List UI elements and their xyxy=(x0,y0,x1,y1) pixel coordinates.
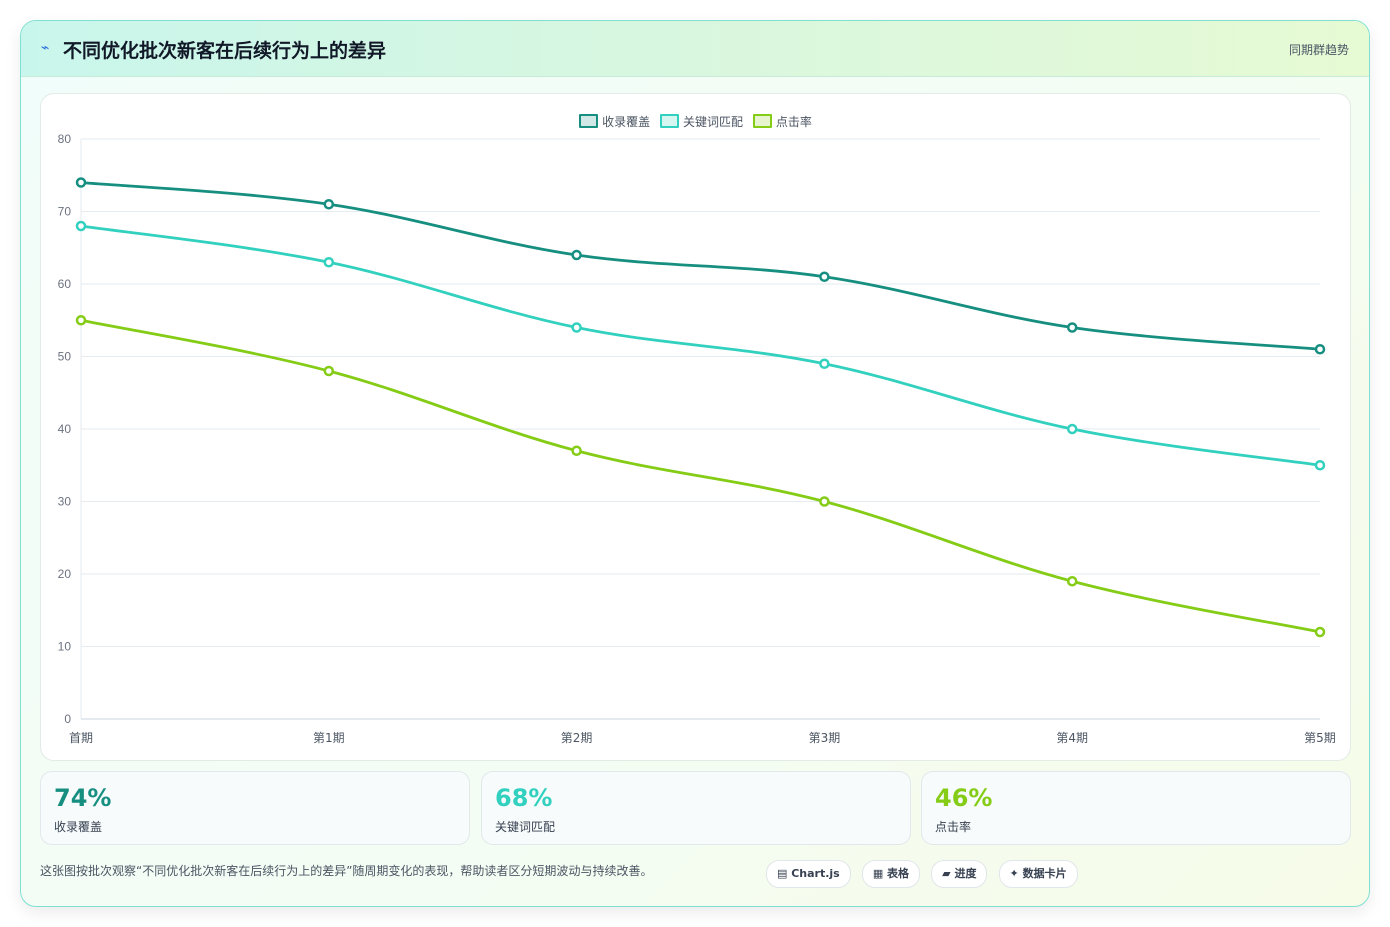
y-tick-label: 30 xyxy=(58,495,72,509)
series-line-0 xyxy=(80,181,1321,351)
x-tick-label: 首期 xyxy=(69,731,93,745)
chart-area: 收录覆盖 关键词匹配 点击率 0 10 20 30 40 50 60 70 80 首期 第1期 第2期… xyxy=(40,93,1351,761)
y-tick-label: 70 xyxy=(58,205,72,219)
data-point-0-0 xyxy=(75,177,87,188)
chip-table[interactable]: ▦ 表格 xyxy=(861,860,921,888)
stat-label-keyword: 关键词匹配 xyxy=(495,820,556,834)
legend-swatch-2 xyxy=(752,114,772,128)
y-tick-label: 50 xyxy=(58,350,72,364)
data-point-2-1 xyxy=(323,365,335,377)
legend-item-2[interactable]: 点击率 xyxy=(752,113,812,130)
data-point-1-2 xyxy=(571,322,582,333)
data-point-1-0 xyxy=(75,220,87,232)
x-tick-label: 第3期 xyxy=(809,731,841,745)
data-point-2-2 xyxy=(571,445,582,456)
stat-value-ctr: 46% xyxy=(935,784,993,812)
data-point-0-3 xyxy=(819,271,830,282)
stat-card-coverage: 74% 收录覆盖 xyxy=(40,771,470,845)
legend-swatch-1 xyxy=(659,114,679,128)
series-line-2 xyxy=(80,318,1321,634)
y-tick-label: 40 xyxy=(58,422,72,436)
data-point-1-1 xyxy=(323,257,335,268)
chart-description: 这张图按批次观察“不同优化批次新客在后续行为上的差异”随周期变化的表现，帮助读者… xyxy=(40,864,653,878)
y-tick-label: 10 xyxy=(58,640,72,654)
line-chart: 0 10 20 30 40 50 60 70 80 首期 第1期 第2期 第3期 第4期 第5期 xyxy=(58,132,1336,745)
x-tick-label: 第2期 xyxy=(561,731,593,745)
legend-swatch-0 xyxy=(579,114,599,128)
x-tick-label: 第4期 xyxy=(1056,731,1088,745)
stat-card-keyword: 68% 关键词匹配 xyxy=(481,771,911,845)
data-point-0-5 xyxy=(1314,344,1326,355)
bolt-icon: ⌁ xyxy=(41,40,50,56)
legend-label-1: 关键词匹配 xyxy=(682,115,743,129)
data-point-0-2 xyxy=(571,249,582,261)
legend-label-0: 收录覆盖 xyxy=(602,115,651,129)
data-point-1-3 xyxy=(819,358,830,369)
chip-data-card[interactable]: ✦ 数据卡片 xyxy=(998,860,1078,888)
data-point-1-5 xyxy=(1314,460,1326,471)
y-tick-label: 20 xyxy=(58,567,72,581)
stat-label-ctr: 点击率 xyxy=(935,820,972,834)
data-point-0-1 xyxy=(323,199,335,210)
chart-legend: 收录覆盖 关键词匹配 点击率 xyxy=(41,113,1350,130)
x-tick-label: 第5期 xyxy=(1304,731,1336,745)
series-line-1 xyxy=(80,224,1321,467)
stat-cards: 74% 收录覆盖 68% 关键词匹配 46% 点击率 xyxy=(40,771,1351,845)
stat-value-coverage: 74% xyxy=(54,784,112,812)
stat-label-coverage: 收录覆盖 xyxy=(54,820,103,834)
chip-progress[interactable]: ▰ 进度 xyxy=(931,860,988,888)
data-point-1-4 xyxy=(1066,423,1078,435)
data-point-2-5 xyxy=(1314,626,1326,638)
y-tick-label: 80 xyxy=(58,132,72,146)
data-point-2-4 xyxy=(1066,576,1078,587)
feature-chips: ▤ Chart.js ▦ 表格 ▰ 进度 ✦ 数据卡片 xyxy=(766,860,1084,888)
data-point-2-0 xyxy=(75,315,87,326)
legend-item-0[interactable]: 收录覆盖 xyxy=(579,113,650,130)
legend-item-1[interactable]: 关键词匹配 xyxy=(659,113,743,130)
chip-chartjs[interactable]: ▤ Chart.js xyxy=(766,860,851,888)
data-point-2-3 xyxy=(819,496,830,507)
chart-card: ⌁ 不同优化批次新客在后续行为上的差异 同期群趋势 收录覆盖 关键词匹配 点击率… xyxy=(20,20,1370,907)
data-point-0-4 xyxy=(1066,322,1078,333)
trend-tag: 同期群趋势 xyxy=(1288,43,1349,57)
card-title: 不同优化批次新客在后续行为上的差异 xyxy=(63,40,387,62)
legend-label-2: 点击率 xyxy=(775,115,812,129)
x-tick-label: 第1期 xyxy=(313,731,345,745)
y-tick-label: 0 xyxy=(64,712,71,726)
stat-value-keyword: 68% xyxy=(495,784,553,812)
stat-card-ctr: 46% 点击率 xyxy=(921,771,1351,845)
card-header: ⌁ 不同优化批次新客在后续行为上的差异 同期群趋势 xyxy=(21,21,1369,77)
y-tick-label: 60 xyxy=(58,277,72,291)
